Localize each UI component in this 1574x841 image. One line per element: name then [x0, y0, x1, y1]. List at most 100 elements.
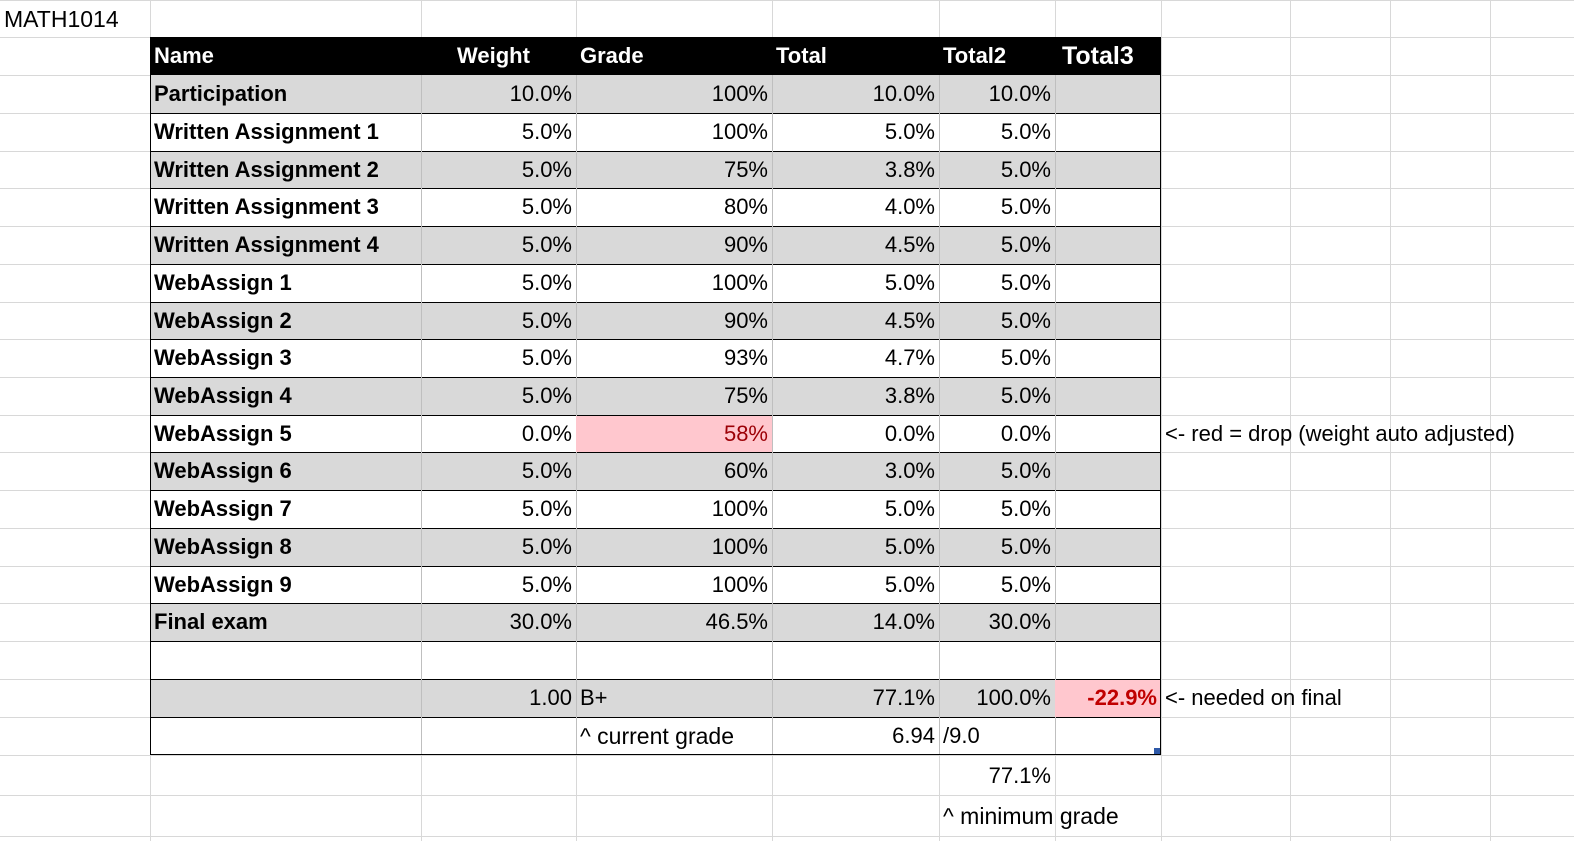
row-total2[interactable]: 5.0% [1000, 534, 1051, 559]
row-name[interactable]: Written Assignment 4 [154, 232, 379, 257]
row-total[interactable]: 3.8% [884, 383, 935, 408]
row-total[interactable]: 10.0% [872, 81, 935, 106]
row-grade[interactable]: 100% [711, 81, 768, 106]
row-grade[interactable]: 100% [711, 270, 768, 295]
row-total2[interactable]: 30.0% [988, 609, 1051, 634]
row-total[interactable]: 4.5% [884, 307, 935, 333]
header-total2[interactable]: Total2 [943, 43, 1007, 68]
row-name[interactable]: WebAssign 6 [154, 458, 292, 483]
row-band [150, 339, 1161, 377]
row-total[interactable]: 5.0% [884, 534, 935, 559]
row-total2[interactable]: 5.0% [1000, 307, 1051, 333]
needed-on-final[interactable]: -22.9% [1087, 685, 1157, 710]
row-name[interactable]: WebAssign 3 [154, 345, 292, 370]
row-name[interactable]: Written Assignment 2 [154, 156, 379, 182]
weight-sum[interactable]: 1.00 [529, 685, 572, 710]
header-total3[interactable]: Total3 [1062, 41, 1134, 70]
row-grade[interactable]: 90% [723, 307, 768, 333]
row-grade[interactable]: 75% [723, 383, 768, 408]
row-total[interactable]: 4.5% [884, 232, 935, 257]
gpa-scale[interactable]: /9.0 [943, 723, 980, 748]
row-band [150, 264, 1161, 302]
header-total[interactable]: Total [776, 43, 827, 68]
row-grade[interactable]: 100% [711, 534, 768, 559]
row-weight[interactable]: 5.0% [521, 458, 572, 483]
row-name[interactable]: WebAssign 5 [154, 420, 292, 446]
row-band [150, 377, 1161, 415]
row-weight[interactable]: 5.0% [521, 156, 572, 182]
row-name[interactable]: Written Assignment 1 [154, 119, 379, 144]
row-grade[interactable]: 100% [711, 119, 768, 144]
header-name[interactable]: Name [154, 43, 214, 68]
row-weight[interactable]: 5.0% [521, 496, 572, 521]
row-weight[interactable]: 5.0% [521, 534, 572, 559]
minimum-grade-value[interactable]: 77.1% [988, 763, 1051, 788]
letter-grade[interactable]: B+ [580, 685, 608, 710]
sheet-title-cell[interactable]: MATH1014 [4, 5, 119, 32]
gpa-value[interactable]: 6.94 [892, 723, 935, 748]
gridline [0, 0, 1574, 1]
header-grade[interactable]: Grade [580, 43, 644, 68]
row-grade-dropped[interactable]: 58% [723, 420, 768, 446]
row-weight[interactable]: 5.0% [521, 307, 572, 333]
row-total2[interactable]: 10.0% [988, 81, 1051, 106]
row-band [150, 452, 1161, 490]
fill-handle[interactable] [1154, 748, 1160, 754]
row-total[interactable]: 14.0% [872, 609, 935, 634]
column-divider [772, 75, 773, 755]
row-weight[interactable]: 5.0% [521, 270, 572, 295]
row-name[interactable]: WebAssign 2 [154, 307, 292, 333]
row-weight[interactable]: 30.0% [509, 609, 572, 634]
row-name[interactable]: WebAssign 7 [154, 496, 292, 521]
row-weight[interactable]: 5.0% [521, 119, 572, 144]
row-total[interactable]: 5.0% [884, 571, 935, 597]
row-weight[interactable]: 0.0% [521, 420, 572, 446]
row-total[interactable]: 3.8% [884, 156, 935, 182]
summary-total[interactable]: 77.1% [872, 685, 935, 710]
row-total[interactable]: 5.0% [884, 496, 935, 521]
row-total2[interactable]: 5.0% [1000, 496, 1051, 521]
row-total2[interactable]: 5.0% [1000, 194, 1051, 219]
row-grade[interactable]: 93% [723, 345, 768, 370]
row-grade[interactable]: 90% [723, 232, 768, 257]
row-name[interactable]: Participation [154, 81, 288, 106]
row-weight[interactable]: 5.0% [521, 232, 572, 257]
row-name[interactable]: WebAssign 9 [154, 571, 292, 597]
row-name[interactable]: Written Assignment 3 [154, 194, 379, 219]
row-total[interactable]: 5.0% [884, 119, 935, 144]
row-total[interactable]: 5.0% [884, 270, 935, 295]
row-band [150, 717, 1161, 755]
row-name[interactable]: Final exam [154, 609, 268, 634]
row-grade[interactable]: 100% [711, 571, 768, 597]
gridline [0, 795, 1574, 796]
header-weight[interactable]: Weight [457, 43, 530, 68]
row-total[interactable]: 3.0% [884, 458, 935, 483]
row-weight[interactable]: 5.0% [521, 383, 572, 408]
row-total2[interactable]: 5.0% [1000, 156, 1051, 182]
row-grade[interactable]: 80% [723, 194, 768, 219]
row-total2[interactable]: 5.0% [1000, 458, 1051, 483]
row-name[interactable]: WebAssign 4 [154, 383, 292, 408]
row-grade[interactable]: 60% [723, 458, 768, 483]
row-grade[interactable]: 75% [723, 156, 768, 182]
row-total[interactable]: 4.7% [884, 345, 935, 370]
row-total[interactable]: 0.0% [884, 420, 935, 446]
row-grade[interactable]: 100% [711, 496, 768, 521]
row-weight[interactable]: 5.0% [521, 194, 572, 219]
row-name[interactable]: WebAssign 1 [154, 270, 292, 295]
row-band [150, 566, 1161, 603]
row-total2[interactable]: 5.0% [1000, 345, 1051, 370]
row-name[interactable]: WebAssign 8 [154, 534, 292, 559]
summary-total2[interactable]: 100.0% [976, 685, 1051, 710]
row-weight[interactable]: 5.0% [521, 345, 572, 370]
row-total[interactable]: 4.0% [884, 194, 935, 219]
row-total2[interactable]: 5.0% [1000, 270, 1051, 295]
row-weight[interactable]: 5.0% [521, 571, 572, 597]
row-total2[interactable]: 5.0% [1000, 383, 1051, 408]
row-total2[interactable]: 5.0% [1000, 232, 1051, 257]
row-total2[interactable]: 5.0% [1000, 119, 1051, 144]
row-weight[interactable]: 10.0% [509, 81, 572, 106]
row-total2[interactable]: 5.0% [1000, 571, 1051, 597]
row-grade[interactable]: 46.5% [705, 609, 768, 634]
row-total2[interactable]: 0.0% [1000, 420, 1051, 446]
